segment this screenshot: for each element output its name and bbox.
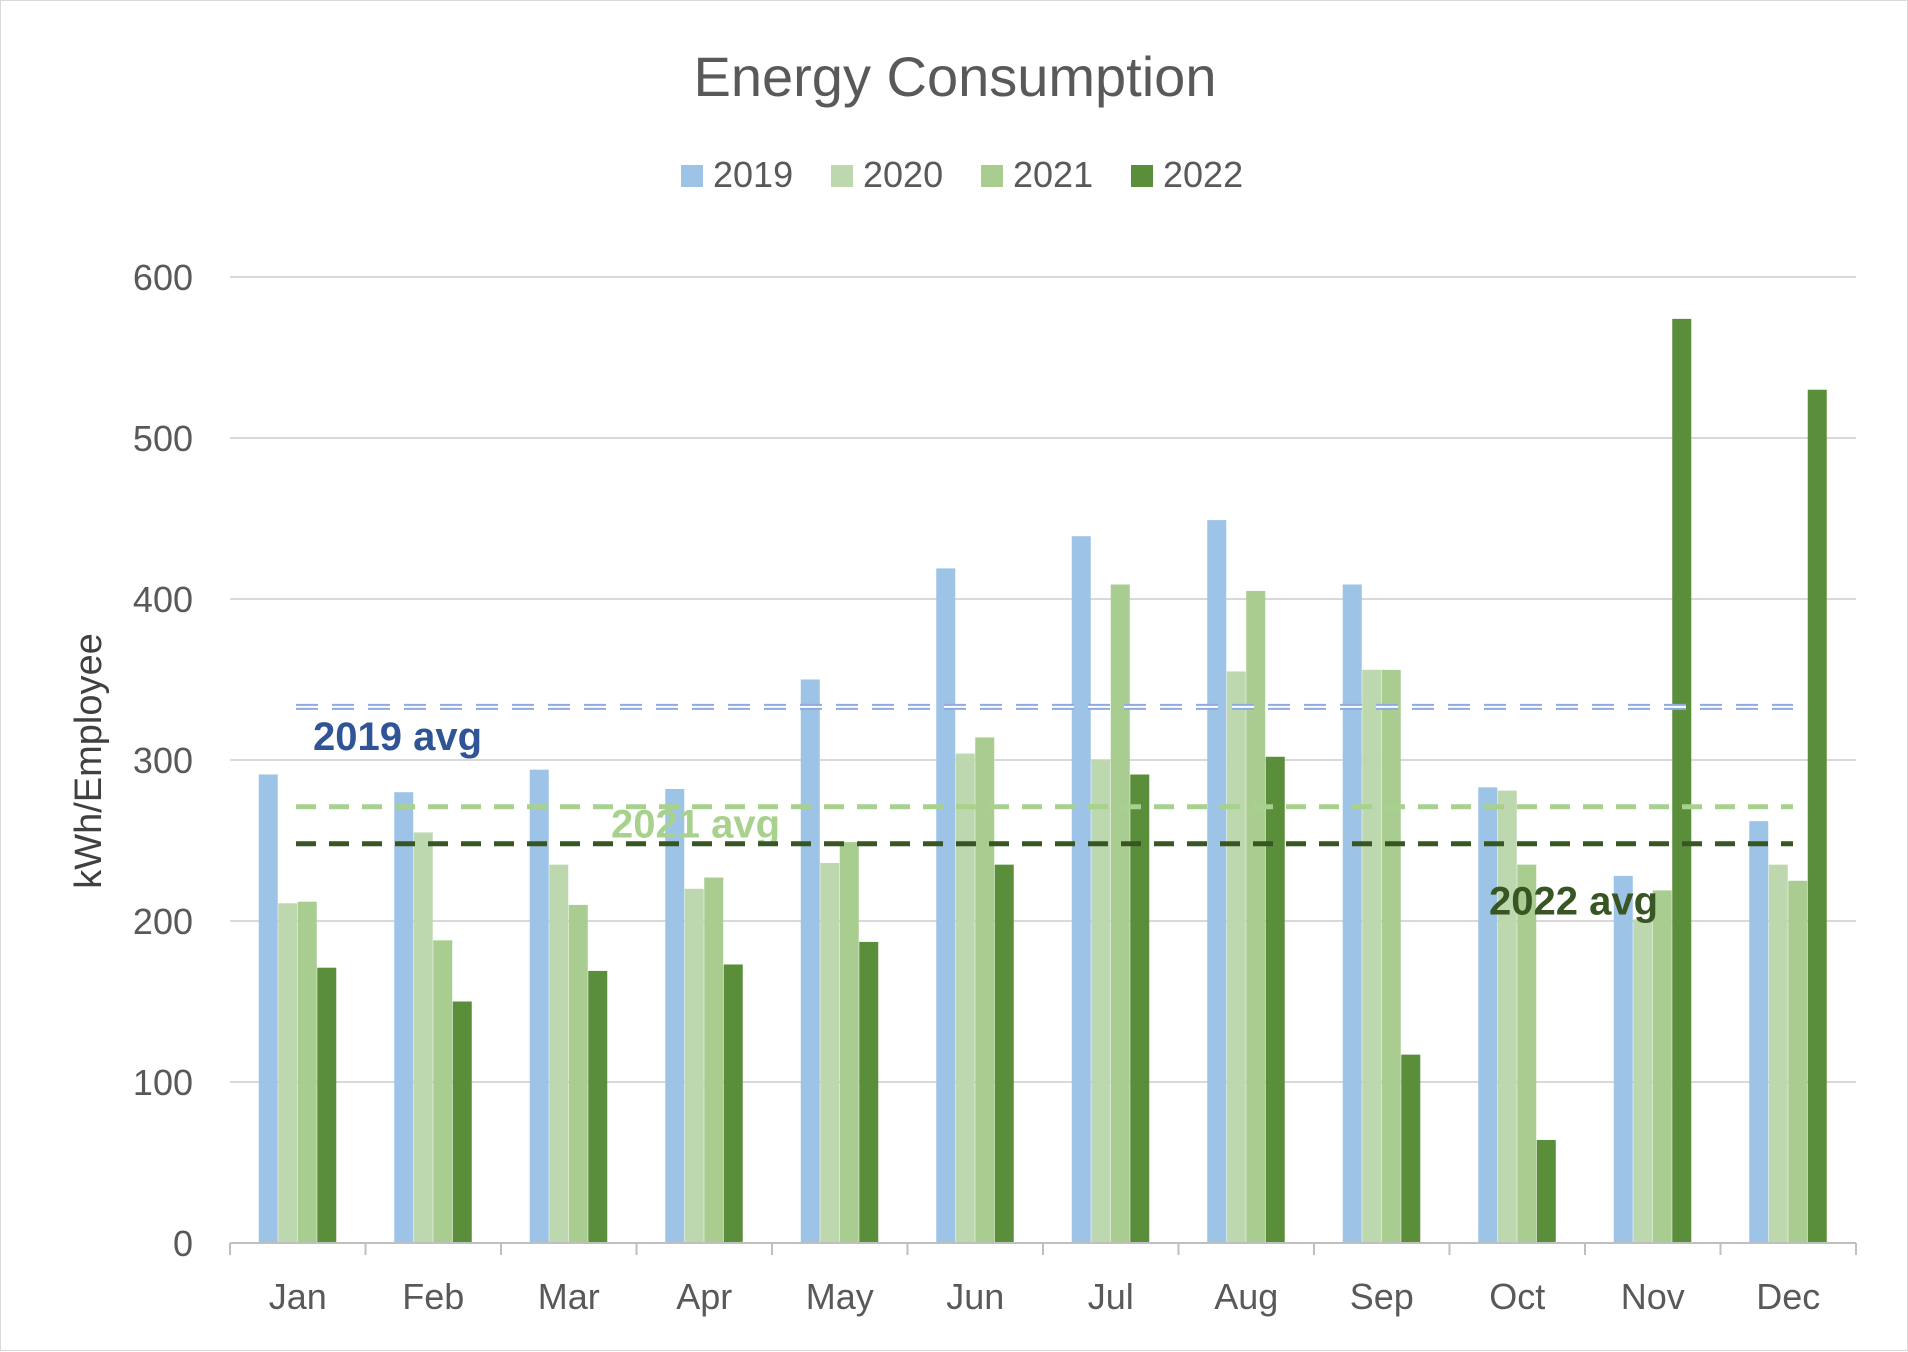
bars	[258, 318, 1827, 1243]
y-tick-label: 400	[133, 579, 193, 620]
bar-2019-May	[800, 679, 820, 1243]
bar-2020-Jul	[1091, 760, 1111, 1243]
x-tick-label: Dec	[1756, 1276, 1820, 1317]
x-tick-label: May	[806, 1276, 874, 1317]
avg-label-2021: 2021 avg	[611, 803, 780, 847]
x-tick-label: Sep	[1350, 1276, 1414, 1317]
bar-2019-Sep	[1342, 584, 1362, 1243]
bar-2020-Oct	[1497, 790, 1517, 1243]
bar-2020-Mar	[549, 864, 569, 1243]
x-axis: Jan Feb Mar Apr May Jun Jul Aug Sep Oct Nov Dec	[229, 1242, 1857, 1317]
bar-2019-Nov	[1613, 875, 1633, 1243]
y-tick-label: 100	[133, 1062, 193, 1103]
bar-2021-Oct	[1517, 864, 1537, 1243]
legend: 2019 2020 2021 2022	[681, 154, 1243, 195]
bar-2021-Feb	[433, 940, 453, 1243]
y-tick-label: 300	[133, 740, 193, 781]
bar-2021-Apr	[704, 877, 724, 1243]
bar-2020-Dec	[1768, 864, 1788, 1243]
bar-2021-Mar	[568, 904, 588, 1243]
bar-2022-Mar	[588, 970, 608, 1243]
x-tick-label: Jul	[1088, 1276, 1134, 1317]
legend-label-2020: 2020	[863, 154, 943, 195]
bar-2020-Apr	[684, 888, 704, 1243]
bar-2021-Sep	[1381, 669, 1401, 1243]
bar-2019-Apr	[665, 788, 685, 1243]
bar-2021-Jul	[1110, 584, 1130, 1243]
legend-swatch-2022	[1131, 165, 1153, 187]
avg-label-2019: 2019 avg	[313, 715, 482, 759]
bar-2022-Jun	[994, 864, 1014, 1243]
bar-2022-Dec	[1807, 389, 1827, 1243]
bar-2021-Dec	[1788, 880, 1808, 1243]
bar-2022-Sep	[1401, 1054, 1421, 1243]
avg-label-2022: 2022 avg	[1489, 880, 1658, 924]
y-tick-label: 200	[133, 901, 193, 942]
x-tick-label: Jan	[269, 1276, 327, 1317]
y-tick-label: 0	[173, 1223, 193, 1264]
bar-2019-Jan	[258, 774, 278, 1243]
bar-2020-Nov	[1633, 919, 1653, 1243]
y-axis-label: kWh/Employee	[68, 633, 110, 889]
x-tick-label: Apr	[676, 1276, 732, 1317]
bar-2019-Jun	[936, 568, 956, 1243]
bar-2020-Aug	[1226, 671, 1246, 1243]
x-tick-label: Feb	[402, 1276, 464, 1317]
legend-swatch-2021	[981, 165, 1003, 187]
average-lines: 2019 avg 2021 avg 2022 avg	[296, 703, 1793, 924]
y-axis-ticks: 0 100 200 300 400 500 600	[133, 257, 193, 1264]
x-tick-label: Mar	[538, 1276, 600, 1317]
bar-2022-Aug	[1265, 756, 1285, 1243]
y-tick-label: 500	[133, 418, 193, 459]
bar-2019-Jul	[1071, 536, 1091, 1243]
y-tick-label: 600	[133, 257, 193, 298]
bar-2020-May	[820, 863, 840, 1243]
x-tick-label: Jun	[946, 1276, 1004, 1317]
bar-2022-Jul	[1130, 774, 1150, 1243]
legend-swatch-2020	[831, 165, 853, 187]
bar-2020-Jun	[955, 753, 975, 1243]
bar-2022-Nov	[1672, 318, 1692, 1243]
bar-2019-Feb	[394, 792, 414, 1243]
bar-2019-Oct	[1478, 787, 1498, 1243]
bar-2019-Mar	[529, 769, 549, 1243]
bar-2022-Apr	[723, 964, 743, 1243]
bar-2022-Feb	[452, 1001, 472, 1243]
x-tick-label: Oct	[1489, 1276, 1545, 1317]
bar-2022-Oct	[1536, 1139, 1556, 1243]
bar-2021-Jan	[297, 901, 317, 1243]
bar-2020-Jan	[278, 903, 298, 1243]
chart-title: Energy Consumption	[694, 45, 1217, 108]
legend-label-2022: 2022	[1163, 154, 1243, 195]
bar-2021-Aug	[1246, 590, 1266, 1243]
bar-2019-Aug	[1207, 520, 1227, 1243]
legend-label-2021: 2021	[1013, 154, 1093, 195]
bar-2021-May	[839, 842, 859, 1243]
x-tick-label: Nov	[1621, 1276, 1685, 1317]
bar-2022-Jan	[317, 967, 337, 1243]
legend-swatch-2019	[681, 165, 703, 187]
bar-2021-Nov	[1652, 890, 1672, 1243]
bar-2022-May	[859, 941, 879, 1243]
legend-label-2019: 2019	[713, 154, 793, 195]
bar-2019-Dec	[1749, 821, 1769, 1243]
x-tick-label: Aug	[1214, 1276, 1278, 1317]
gridlines	[230, 276, 1856, 1083]
bar-2020-Feb	[413, 832, 433, 1243]
bar-2020-Sep	[1362, 669, 1382, 1243]
bar-2021-Jun	[975, 737, 995, 1243]
